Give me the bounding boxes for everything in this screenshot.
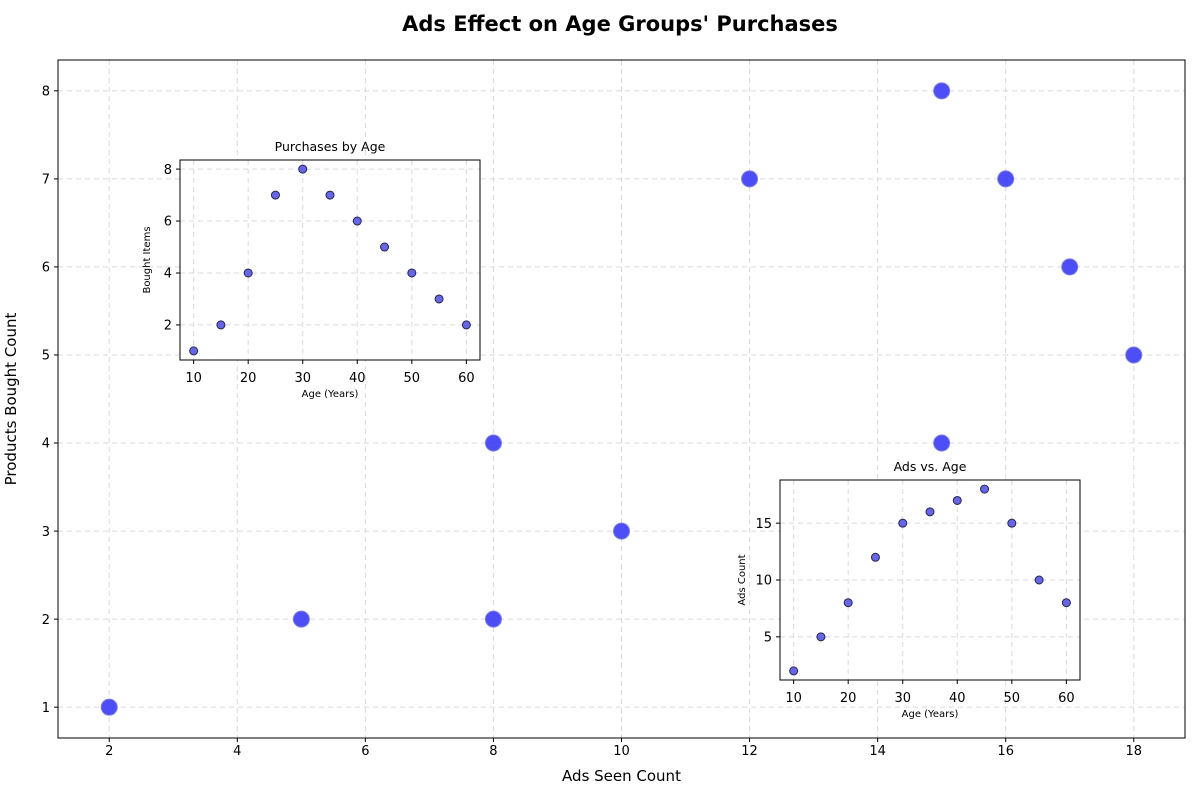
data-point [243,268,253,278]
x-tick-label: 40 [349,371,366,386]
x-axis-label: Age (Years) [902,709,959,720]
y-tick-label: 15 [755,517,772,532]
y-tick-label: 5 [764,630,772,645]
y-tick-label: 2 [42,613,50,628]
x-tick-label: 30 [294,371,311,386]
data-point [484,610,502,628]
y-tick-label: 2 [164,319,172,334]
y-tick-label: 6 [164,215,172,230]
x-tick-label: 4 [233,744,241,759]
y-tick-label: 4 [164,267,172,282]
data-point [933,82,951,100]
data-point [1125,346,1143,364]
data-point [461,320,471,330]
x-tick-label: 2 [105,744,113,759]
x-tick-label: 12 [741,744,758,759]
data-point [741,170,759,188]
y-axis-label: Ads Count [737,554,748,605]
data-point [980,484,990,494]
x-axis-label: Age (Years) [302,389,359,400]
data-point [325,190,335,200]
y-tick-label: 3 [42,525,50,540]
data-point [292,610,310,628]
data-point [380,242,390,252]
x-tick-label: 8 [489,744,497,759]
inset-title: Purchases by Age [275,139,386,154]
y-axis-label: Bought Items [142,226,153,293]
data-point [925,507,935,517]
x-tick-label: 50 [404,371,421,386]
y-tick-label: 8 [164,163,172,178]
y-tick-label: 4 [42,437,50,452]
data-point [870,552,880,562]
data-point [1007,518,1017,528]
x-tick-label: 10 [185,371,202,386]
data-point [484,434,502,452]
data-point [613,522,630,540]
y-tick-label: 7 [42,173,50,188]
data-point [789,666,799,676]
x-tick-label: 16 [997,744,1014,759]
x-tick-label: 60 [458,371,475,386]
data-point [843,598,853,608]
inset-title: Ads vs. Age [894,459,967,474]
x-tick-label: 10 [785,691,802,706]
y-tick-label: 1 [42,701,50,716]
data-point [189,346,199,356]
x-tick-label: 6 [361,744,369,759]
axes-frame [179,159,481,361]
x-axis-label: Ads Seen Count [562,767,681,785]
data-point [933,434,951,452]
chart-title: Ads Effect on Age Groups' Purchases [402,12,838,36]
x-tick-label: 20 [240,371,257,386]
data-point [1061,258,1079,276]
data-point [407,268,417,278]
data-point [1034,575,1044,585]
data-point [997,170,1015,188]
x-tick-label: 20 [840,691,857,706]
y-axis-label: Products Bought Count [2,313,20,486]
chart-inset_age_purchases: 10 20 30 40 50 60 2 4 6 8 Age (Years) Bought Items P… [142,139,481,400]
data-point [270,190,280,200]
x-tick-label: 40 [949,691,966,706]
chart-inset_ads_age: 10 20 30 40 50 60 5 10 15 Age (Years) Ads Count Ads… [737,459,1081,720]
x-tick-label: 18 [1125,744,1142,759]
x-tick-label: 30 [894,691,911,706]
x-tick-label: 14 [869,744,886,759]
data-point [952,495,962,505]
x-tick-label: 10 [613,744,630,759]
inset-background [180,160,480,360]
x-tick-label: 60 [1058,691,1075,706]
data-point [216,320,226,330]
data-point [816,632,826,642]
data-point [1061,598,1071,608]
data-point [100,698,118,716]
data-point [434,294,444,304]
data-point [898,518,908,528]
data-point [298,164,308,174]
y-tick-label: 8 [42,84,50,99]
data-point [352,216,362,226]
y-tick-label: 5 [42,349,50,364]
y-tick-label: 10 [755,574,772,589]
y-tick-label: 6 [42,261,50,276]
x-tick-label: 50 [1004,691,1021,706]
